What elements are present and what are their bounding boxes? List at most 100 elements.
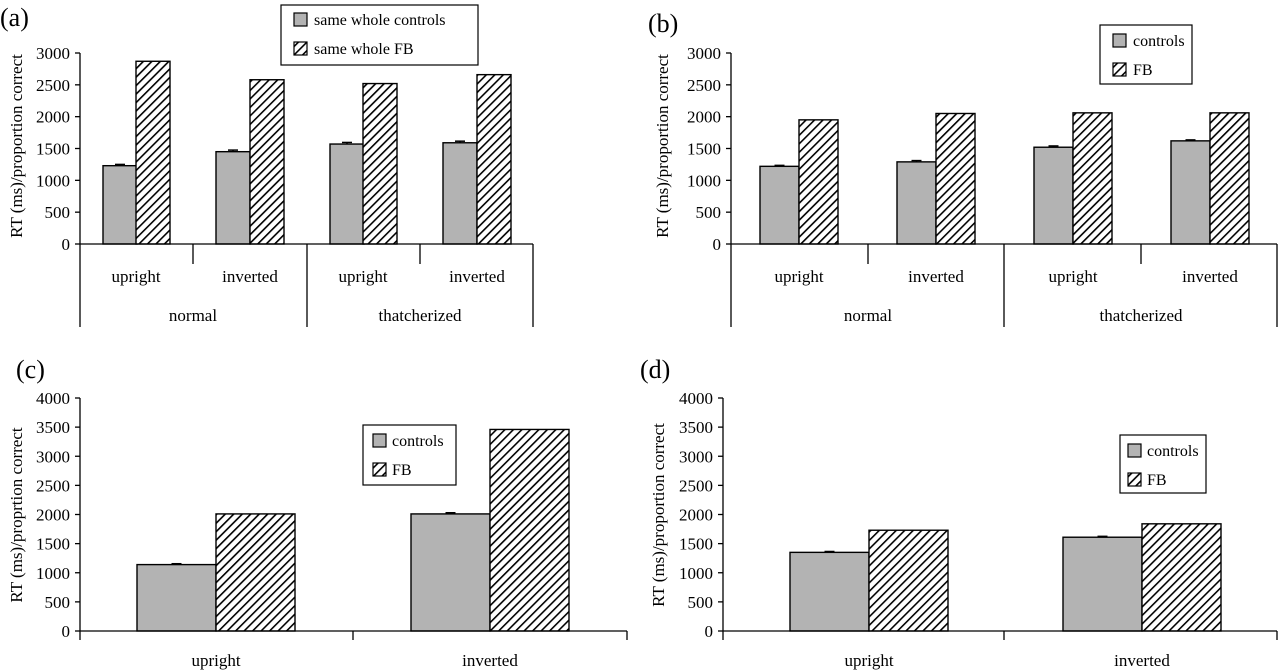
panel-a-group-2: thatcherized xyxy=(378,306,462,325)
panel-d-ytick-label: 4000 xyxy=(679,389,713,408)
panel-c-ytick-label: 0 xyxy=(62,622,71,641)
panel-a-ytick-label: 2500 xyxy=(36,76,70,95)
panel-c: (c) RT (ms)/proprtion correct 0 500 1000 15… xyxy=(7,355,628,670)
panel-d-ytick-label: 1000 xyxy=(679,564,713,583)
panel-b: (b) RT (ms)/proportion correct 0 500 1000 1… xyxy=(648,9,1278,327)
panel-b-bar-controls-3 xyxy=(1033,146,1074,245)
panel-a-xtick-3: upright xyxy=(338,267,387,286)
panel-b-ytick-label: 2500 xyxy=(687,76,721,95)
panel-c-ytick-label: 3500 xyxy=(36,418,70,437)
panel-d-bar-fb-1 xyxy=(868,529,949,632)
panel-b-ytick-label: 1500 xyxy=(687,140,721,159)
panel-a-bar-fb-2 xyxy=(249,79,285,245)
panel-c-legend-swatch-controls xyxy=(372,433,387,448)
panel-b-group-2: thatcherized xyxy=(1099,306,1183,325)
panel-d-ytick-label: 3000 xyxy=(679,447,713,466)
panel-c-legend-swatch-fb xyxy=(372,462,387,477)
panel-c-bar-controls-2 xyxy=(410,513,491,632)
panel-d-ytick-label: 1500 xyxy=(679,535,713,554)
panel-a-ytick-label: 2000 xyxy=(36,108,70,127)
panel-a-bar-controls-3 xyxy=(329,143,365,245)
panel-a-bar-fb-3 xyxy=(362,82,398,245)
panel-a: (a) RT (ms)/proportion correct 0 500 1000 1… xyxy=(0,3,534,327)
panel-c-ylabel: RT (ms)/proprtion correct xyxy=(7,427,26,603)
panel-b-ytick-label: 1000 xyxy=(687,171,721,190)
panel-a-bar-controls-2 xyxy=(215,150,251,245)
panel-d-legend-label-controls: controls xyxy=(1147,443,1199,460)
panel-b-xtick-1: upright xyxy=(774,267,823,286)
panel-a-xtick-1: upright xyxy=(111,267,160,286)
panel-b-group-1: normal xyxy=(844,306,892,325)
panel-b-bar-fb-2 xyxy=(935,112,976,245)
panel-b-ytick-label: 0 xyxy=(713,235,722,254)
panel-c-ytick-label: 4000 xyxy=(36,389,70,408)
panel-a-xtick-2: inverted xyxy=(222,267,278,286)
panel-d-ytick-label: 500 xyxy=(688,593,714,612)
panel-d-xtick-1: upright xyxy=(844,651,893,670)
panel-a-bar-controls-1 xyxy=(102,164,138,245)
panel-b-bar-controls-2 xyxy=(896,161,937,245)
panel-c-ytick-label: 2500 xyxy=(36,476,70,495)
panel-c-plot: 0 500 1000 1500 2000 2500 3000 3500 4000 xyxy=(36,389,628,641)
panel-c-ytick-label: 1500 xyxy=(36,535,70,554)
panel-b-legend-swatch-controls xyxy=(1112,33,1127,48)
panel-a-bar-controls-4 xyxy=(442,142,478,245)
panel-c-ytick-label: 2000 xyxy=(36,506,70,525)
panel-d-legend-swatch-fb xyxy=(1127,472,1142,487)
panel-b-ytick-label: 2000 xyxy=(687,108,721,127)
panel-a-xtick-4: inverted xyxy=(449,267,505,286)
panel-a-legend-label-controls: same whole controls xyxy=(314,12,446,29)
panel-d-bar-fb-2 xyxy=(1141,523,1222,632)
panel-a-group-1: normal xyxy=(169,306,217,325)
panel-b-xtick-3: upright xyxy=(1048,267,1097,286)
panel-b-legend-label-fb: FB xyxy=(1133,62,1153,79)
panel-b-ylabel: RT (ms)/proportion correct xyxy=(653,54,672,238)
panel-c-legend-label-controls: controls xyxy=(392,433,444,450)
panel-c-ytick-label: 500 xyxy=(45,593,71,612)
panel-b-bar-controls-4 xyxy=(1170,140,1211,245)
panel-b-legend-label-controls: controls xyxy=(1133,33,1185,50)
panel-a-legend-label-fb: same whole FB xyxy=(314,41,414,58)
panel-b-label: (b) xyxy=(648,9,678,38)
panel-a-ytick-label: 0 xyxy=(62,235,71,254)
panel-c-ytick-label: 3000 xyxy=(36,447,70,466)
panel-a-ylabel: RT (ms)/proportion correct xyxy=(7,54,26,238)
panel-b-plot: 0 500 1000 1500 2000 2500 3000 xyxy=(687,44,1278,327)
panel-d-plot: 0 500 1000 1500 2000 2500 3000 3500 4000 xyxy=(679,389,1278,641)
panel-c-bar-fb-2 xyxy=(489,428,570,632)
panel-b-xtick-4: inverted xyxy=(1182,267,1238,286)
panel-c-legend-label-fb: FB xyxy=(392,462,412,479)
panel-b-xtick-2: inverted xyxy=(908,267,964,286)
panel-c-xtick-1: upright xyxy=(191,651,240,670)
panel-d-legend-label-fb: FB xyxy=(1147,472,1167,489)
panel-d: (d) RT (ms)/proportion correct 0 500 1000 1… xyxy=(640,355,1278,670)
panel-d-ytick-label: 2000 xyxy=(679,506,713,525)
panel-d-label: (d) xyxy=(640,355,670,384)
panel-a-label: (a) xyxy=(0,3,29,32)
panel-d-ytick-label: 3500 xyxy=(679,418,713,437)
panel-d-ylabel: RT (ms)/proportion correct xyxy=(649,423,668,607)
panel-b-bar-fb-1 xyxy=(798,119,839,245)
panel-b-ytick-label: 500 xyxy=(696,203,722,222)
panel-a-bar-fb-1 xyxy=(135,60,171,245)
panel-a-legend-box xyxy=(280,4,479,66)
panel-c-bar-fb-1 xyxy=(215,513,296,632)
panel-d-xtick-2: inverted xyxy=(1114,651,1170,670)
panel-a-legend-swatch-fb xyxy=(293,41,308,56)
panel-c-label: (c) xyxy=(16,355,45,384)
panel-a-legend-swatch-controls xyxy=(293,12,308,27)
panel-a-bar-fb-4 xyxy=(476,73,512,245)
panel-d-ytick-label: 0 xyxy=(705,622,714,641)
panel-a-ytick-label: 3000 xyxy=(36,44,70,63)
panel-b-legend-swatch-fb xyxy=(1112,62,1127,77)
panel-d-bar-controls-2 xyxy=(1062,536,1143,632)
panel-a-ytick-label: 500 xyxy=(45,203,71,222)
panel-c-bar-controls-1 xyxy=(136,563,217,632)
panel-c-xtick-2: inverted xyxy=(462,651,518,670)
panel-a-ytick-label: 1000 xyxy=(36,171,70,190)
panel-b-bar-controls-1 xyxy=(759,165,800,245)
panel-d-bar-controls-1 xyxy=(789,551,870,632)
panel-a-plot: 0 500 1000 1500 2000 2500 3000 xyxy=(36,44,534,327)
panel-d-legend-swatch-controls xyxy=(1127,443,1142,458)
